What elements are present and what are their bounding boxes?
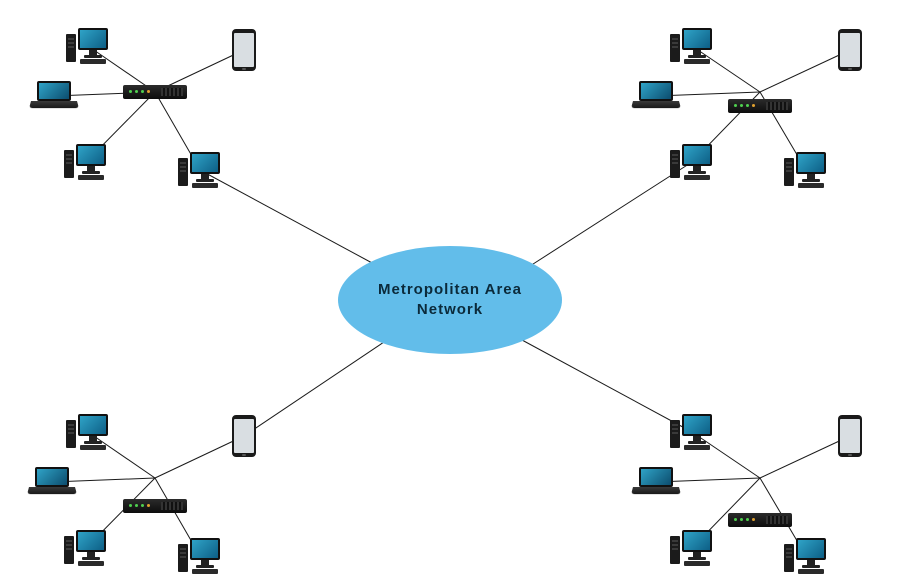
hub-label-line1: Metropolitan Area bbox=[378, 281, 522, 298]
diagram-canvas: Metropolitan Area Network bbox=[0, 0, 899, 581]
phone-icon bbox=[232, 415, 256, 457]
pc-icon bbox=[670, 144, 714, 180]
laptop-icon bbox=[633, 81, 679, 111]
router-icon bbox=[123, 85, 187, 99]
router-icon bbox=[728, 513, 792, 527]
pc-icon bbox=[784, 152, 828, 188]
hub-label: Metropolitan Area Network bbox=[360, 280, 540, 321]
edge-line bbox=[200, 170, 374, 264]
edge-line bbox=[760, 436, 850, 478]
phone-icon bbox=[232, 29, 256, 71]
laptop-icon bbox=[633, 467, 679, 497]
laptop-icon bbox=[31, 81, 77, 111]
router-icon bbox=[728, 99, 792, 113]
pc-icon bbox=[670, 530, 714, 566]
router-icon bbox=[123, 499, 187, 513]
pc-icon bbox=[66, 414, 110, 450]
pc-icon bbox=[178, 538, 222, 574]
pc-icon bbox=[178, 152, 222, 188]
phone-icon bbox=[838, 415, 862, 457]
laptop-icon bbox=[29, 467, 75, 497]
pc-icon bbox=[784, 538, 828, 574]
hub-label-line2: Network bbox=[417, 301, 483, 318]
pc-icon bbox=[66, 28, 110, 64]
edge-line bbox=[530, 162, 692, 266]
pc-icon bbox=[64, 144, 108, 180]
pc-icon bbox=[670, 414, 714, 450]
center-hub: Metropolitan Area Network bbox=[338, 246, 562, 354]
edge-line bbox=[760, 50, 850, 92]
pc-icon bbox=[64, 530, 108, 566]
pc-icon bbox=[670, 28, 714, 64]
edge-line bbox=[244, 342, 384, 436]
phone-icon bbox=[838, 29, 862, 71]
edge-line bbox=[155, 436, 244, 478]
edge-line bbox=[522, 340, 692, 432]
